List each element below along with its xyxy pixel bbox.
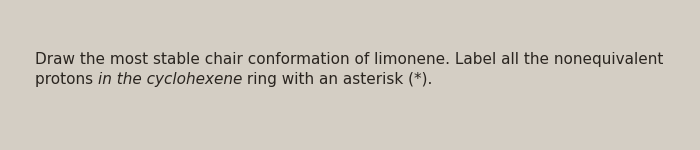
Text: protons: protons bbox=[35, 72, 98, 87]
Text: Draw the most stable chair conformation of limonene. Label all the nonequivalent: Draw the most stable chair conformation … bbox=[35, 52, 664, 67]
Text: ring with an asterisk (*).: ring with an asterisk (*). bbox=[242, 72, 433, 87]
Text: in the cyclohexene: in the cyclohexene bbox=[98, 72, 242, 87]
